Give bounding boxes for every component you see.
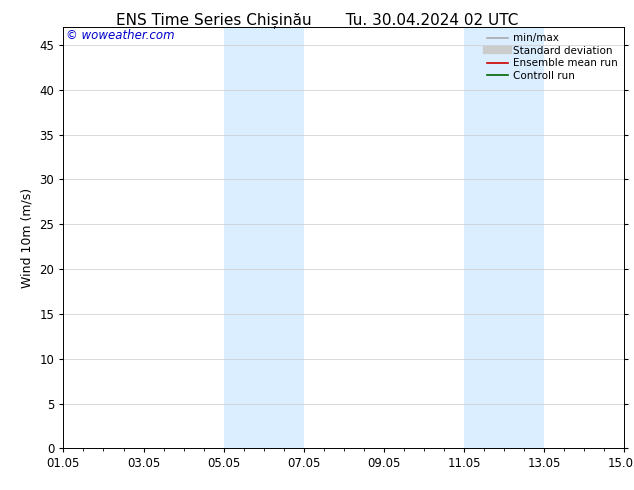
Text: © woweather.com: © woweather.com bbox=[66, 29, 175, 42]
Legend: min/max, Standard deviation, Ensemble mean run, Controll run: min/max, Standard deviation, Ensemble me… bbox=[483, 29, 623, 85]
Bar bbox=[224, 27, 304, 448]
Bar bbox=[464, 27, 545, 448]
Text: ENS Time Series Chișinău       Tu. 30.04.2024 02 UTC: ENS Time Series Chișinău Tu. 30.04.2024 … bbox=[116, 12, 518, 28]
Y-axis label: Wind 10m (m/s): Wind 10m (m/s) bbox=[21, 188, 34, 288]
